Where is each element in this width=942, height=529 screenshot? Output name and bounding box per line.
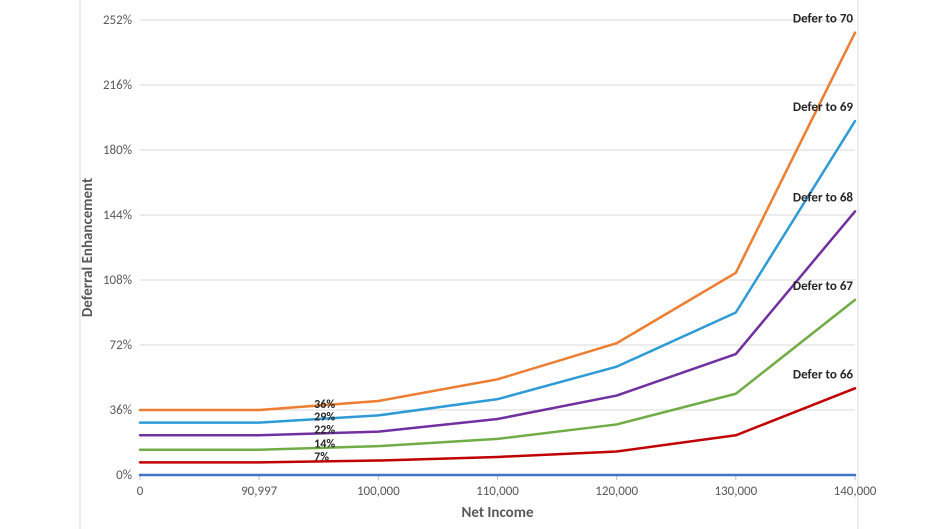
x-axis-title: Net Income xyxy=(462,504,534,522)
start-pct-defer67: 14% xyxy=(314,438,335,452)
series-label-defer68: Defer to 68 xyxy=(793,190,854,205)
series-label-defer66: Defer to 66 xyxy=(793,367,854,382)
x-tick-label: 90,997 xyxy=(241,484,278,499)
y-tick-label: 144% xyxy=(103,208,132,223)
x-tick-label: 0 xyxy=(137,484,144,499)
start-pct-defer66: 7% xyxy=(314,450,329,464)
x-tick-label: 110,000 xyxy=(476,484,519,499)
start-pct-defer70: 36% xyxy=(314,398,335,412)
chart-svg: 0% 36% 72% 108% 144% 180% 216% 252% 0 90,997 100,0… xyxy=(0,0,942,529)
deferral-chart: 0% 36% 72% 108% 144% 180% 216% 252% 0 90,997 100,0… xyxy=(0,0,942,529)
x-tick-label: 140,000 xyxy=(834,484,877,499)
series-label-defer70: Defer to 70 xyxy=(793,12,854,27)
start-pct-defer69: 29% xyxy=(314,411,335,425)
y-tick-label: 108% xyxy=(103,273,132,288)
y-tick-label: 36% xyxy=(110,403,132,418)
x-tick-label: 100,000 xyxy=(357,484,400,499)
x-tick-label: 130,000 xyxy=(714,484,757,499)
start-pct-defer68: 22% xyxy=(314,423,335,437)
series-label-defer67: Defer to 67 xyxy=(793,279,854,294)
y-tick-label: 72% xyxy=(110,338,132,353)
series-label-defer69: Defer to 69 xyxy=(793,100,854,115)
y-tick-label: 252% xyxy=(103,13,132,28)
y-axis-title: Deferral Enhancement xyxy=(79,178,97,317)
y-tick-label: 216% xyxy=(103,78,132,93)
y-tick-label: 0% xyxy=(116,468,132,483)
x-tick-label: 120,000 xyxy=(595,484,638,499)
y-tick-label: 180% xyxy=(103,143,132,158)
